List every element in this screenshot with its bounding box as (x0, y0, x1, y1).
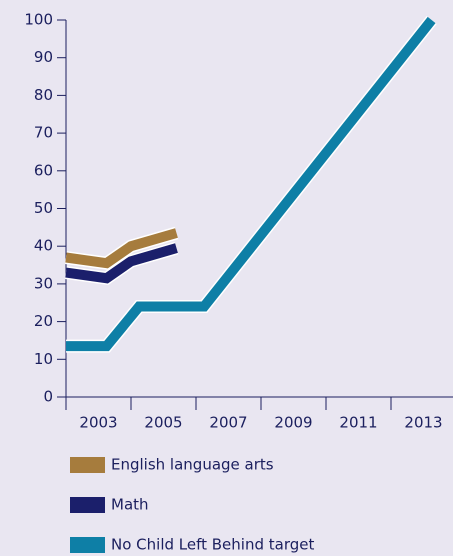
x-tick-label: 2003 (79, 414, 117, 432)
line-outline (66, 15, 437, 353)
legend-label: No Child Left Behind target (111, 536, 314, 554)
y-tick-label: 80 (34, 86, 53, 104)
line (65, 243, 178, 284)
legend-swatch (70, 457, 105, 473)
y-tick-label: 40 (34, 237, 53, 255)
legend-label: Math (111, 496, 149, 514)
line (65, 228, 178, 269)
y-tick-label: 20 (34, 312, 53, 330)
x-tick-label: 2007 (209, 414, 247, 432)
y-tick-label: 50 (34, 199, 53, 217)
legend-swatch (70, 497, 105, 513)
y-tick-label: 60 (34, 161, 53, 179)
x-tick-label: 2011 (339, 414, 377, 432)
legend-label: English language arts (111, 456, 274, 474)
x-tick-label: 2009 (274, 414, 312, 432)
y-tick-label: 30 (34, 274, 53, 292)
x-tick-label: 2005 (144, 414, 182, 432)
y-tick-label: 70 (34, 124, 53, 142)
line (66, 16, 436, 352)
legend-swatch (70, 537, 105, 553)
y-tick-label: 100 (24, 11, 53, 29)
y-tick-label: 10 (34, 350, 53, 368)
y-tick-label: 90 (34, 48, 53, 66)
x-tick-label: 2013 (404, 414, 442, 432)
y-tick-label: 0 (43, 388, 53, 406)
